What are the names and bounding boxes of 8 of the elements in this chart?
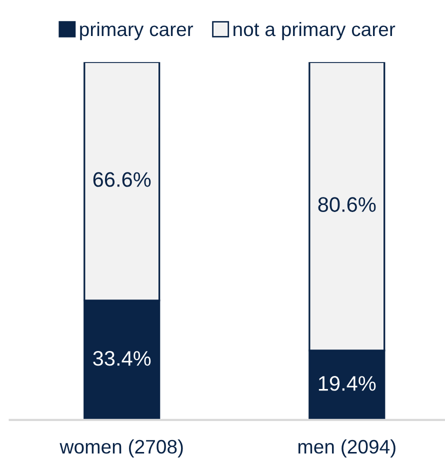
data-label: 19.4%: [318, 376, 376, 391]
data-label: 80.6%: [318, 197, 376, 212]
data-label: 33.4%: [93, 351, 151, 366]
x-tick-label: men (2094): [298, 439, 396, 458]
data-label: 66.6%: [93, 172, 151, 187]
legend-label: not a primary carer: [234, 22, 396, 40]
x-tick-label: women (2708): [60, 439, 183, 458]
legend-label: primary carer: [80, 22, 194, 40]
